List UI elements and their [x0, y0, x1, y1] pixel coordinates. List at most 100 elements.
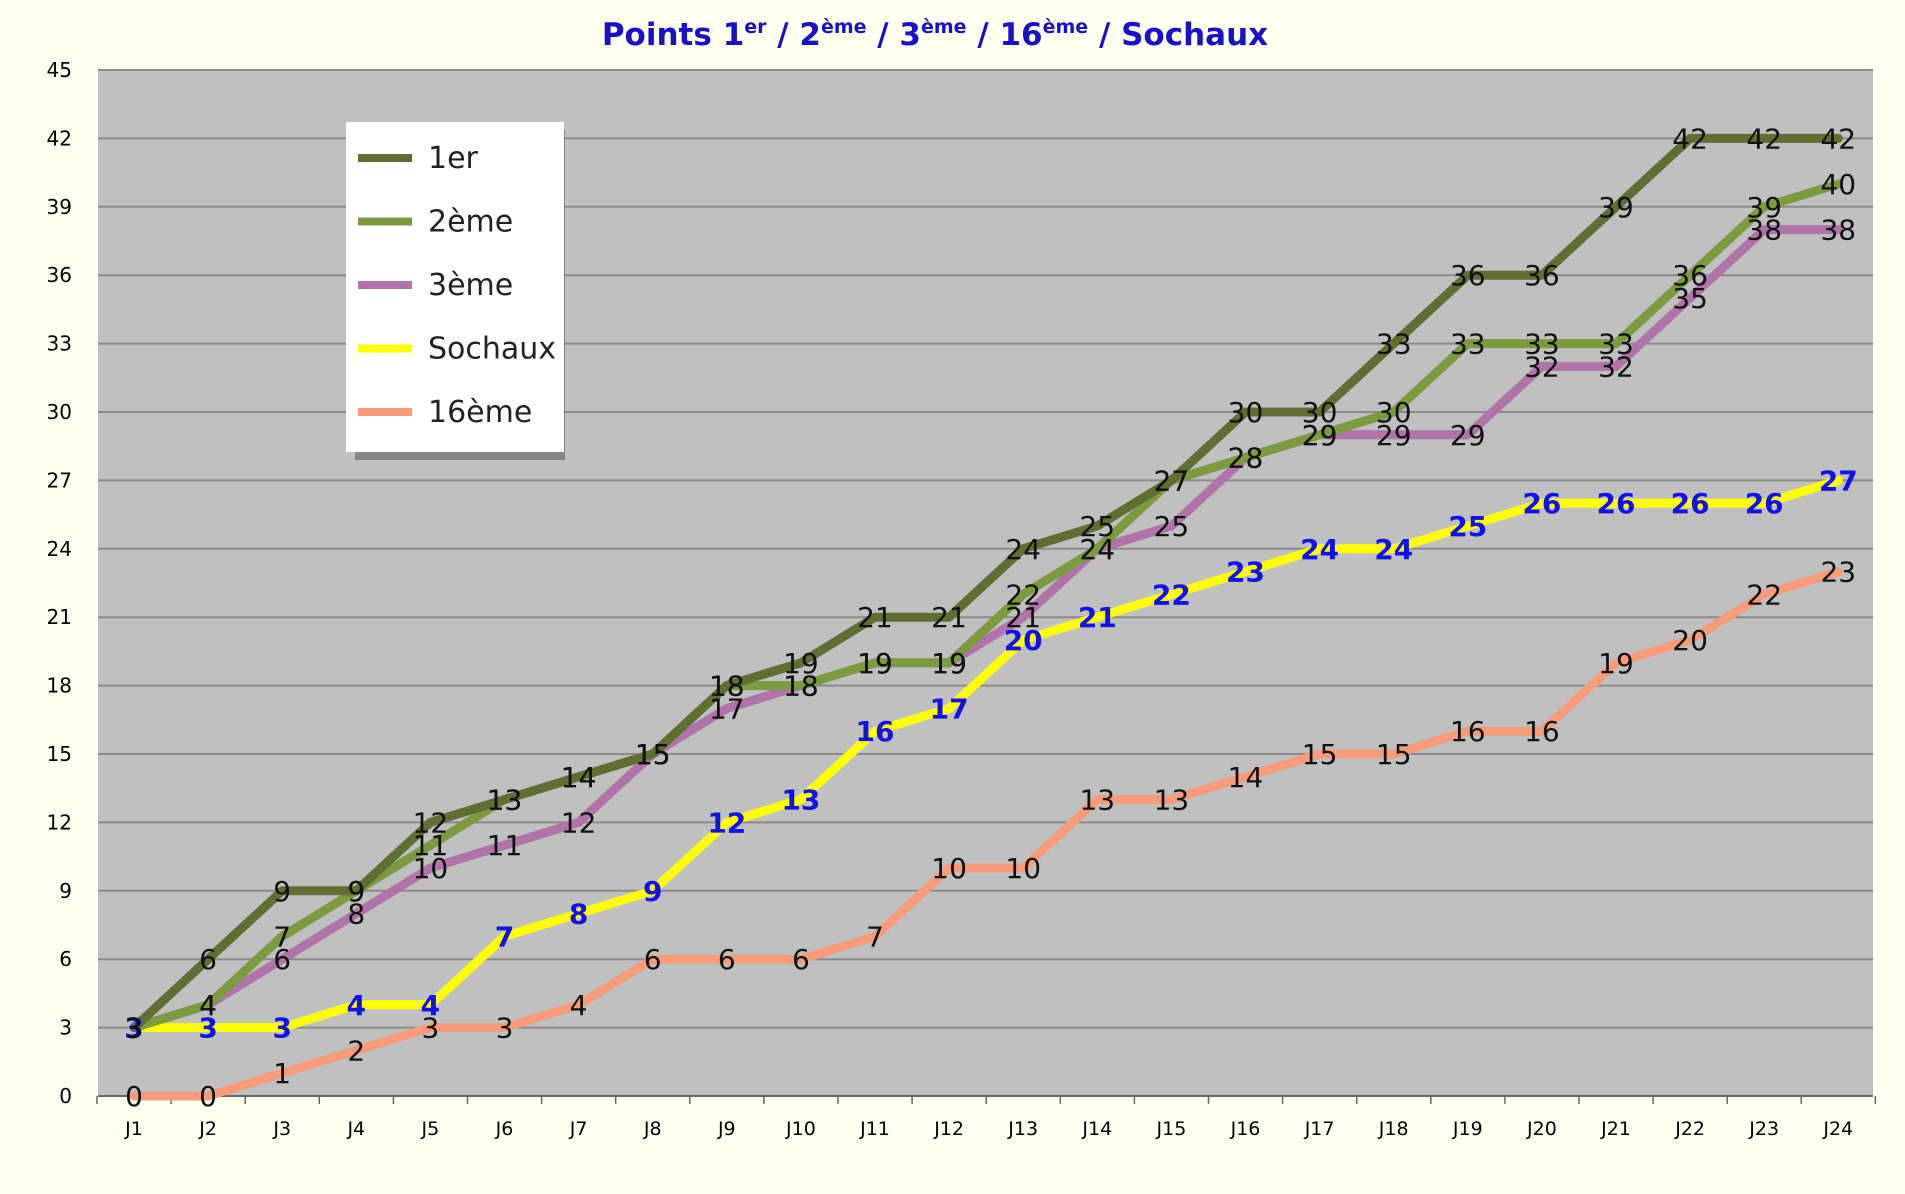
data-label: 39: [1598, 191, 1634, 224]
data-label: 12: [413, 806, 449, 839]
data-label: 10: [413, 852, 449, 885]
data-label: 19: [783, 647, 819, 680]
data-label: 36: [1672, 259, 1708, 292]
data-label: 38: [1746, 214, 1782, 247]
x-tick-label: J22: [1674, 1118, 1705, 1140]
data-label: 1: [273, 1057, 291, 1090]
data-label: 6: [273, 943, 291, 976]
data-label: 35: [1672, 282, 1708, 315]
data-label: 32: [1524, 350, 1560, 383]
data-label: 42: [1820, 122, 1856, 155]
legend-label: 2ème: [428, 205, 513, 240]
data-label: 16: [1450, 715, 1486, 748]
x-tick-label: J4: [346, 1118, 365, 1140]
data-label: 28: [1228, 442, 1264, 475]
series-line-Sochaux: [129, 475, 1843, 1033]
data-label: 18: [783, 670, 819, 703]
y-tick-label: 42: [47, 126, 72, 150]
x-tick-label: J14: [1081, 1118, 1112, 1140]
data-label: 23: [1226, 556, 1265, 589]
y-tick-label: 39: [47, 195, 72, 219]
data-label: 33: [1450, 328, 1486, 361]
x-tick-label: J13: [1007, 1118, 1038, 1140]
data-label: 21: [1078, 601, 1117, 634]
data-label: 26: [1597, 487, 1636, 520]
data-label: 33: [1598, 328, 1634, 361]
data-label: 16: [856, 715, 895, 748]
data-label: 24: [1079, 533, 1115, 566]
data-label: 30: [1376, 396, 1412, 429]
data-label: 18: [709, 670, 745, 703]
x-tick-label: J18: [1378, 1118, 1409, 1140]
data-label: 13: [781, 784, 820, 817]
series-line-2ème: [129, 179, 1843, 1033]
data-label: 29: [1376, 419, 1412, 452]
data-label: 2: [347, 1034, 365, 1067]
y-tick-label: 15: [47, 742, 72, 766]
data-label: 12: [561, 806, 597, 839]
data-label: 19: [857, 647, 893, 680]
data-label: 18: [783, 670, 819, 703]
data-label: 19: [931, 647, 967, 680]
data-label: 21: [931, 601, 967, 634]
data-label: 7: [273, 920, 291, 953]
data-label: 36: [1524, 259, 1560, 292]
x-axis: J1 J2 J3 J4 J5 J6 J7 J8 J9 J10 J11 J12 J13 J14 J15 J16 J…: [96, 1095, 1877, 1140]
y-tick-label: 18: [47, 674, 72, 698]
x-tick-label: J6: [495, 1118, 514, 1140]
data-label: 12: [707, 806, 746, 839]
data-label: 15: [635, 738, 671, 771]
data-label: 16: [1524, 715, 1560, 748]
x-tick-label: J2: [198, 1118, 217, 1140]
data-label: 26: [1671, 487, 1710, 520]
data-label: 6: [644, 943, 662, 976]
data-label: 3: [272, 1012, 291, 1045]
data-label: 22: [1746, 578, 1782, 611]
data-label: 33: [1524, 328, 1560, 361]
x-tick-label: J1: [124, 1118, 143, 1140]
legend-label: 1er: [428, 141, 479, 176]
title-superscript: ème: [821, 16, 867, 38]
data-label: 4: [347, 989, 366, 1022]
data-label: 15: [635, 738, 671, 771]
title-part: Points 1: [602, 17, 744, 53]
x-tick-label: J23: [1748, 1118, 1779, 1140]
data-label: 0: [199, 1080, 217, 1113]
data-label: 8: [569, 898, 588, 931]
x-tick-label: J5: [421, 1118, 440, 1140]
x-tick-label: J12: [933, 1118, 964, 1140]
data-label: 15: [1302, 738, 1338, 771]
title-part: / 16: [967, 17, 1043, 53]
gridlines: [98, 69, 1873, 1097]
title-part: / Sochaux: [1088, 17, 1268, 53]
data-label: 38: [1820, 214, 1856, 247]
data-label: 13: [487, 784, 523, 817]
data-label: 26: [1745, 487, 1784, 520]
y-tick-label: 6: [59, 947, 72, 971]
data-label: 30: [1302, 396, 1338, 429]
data-label: 26: [1522, 487, 1561, 520]
data-label: 36: [1450, 259, 1486, 292]
x-tick-label: J7: [569, 1118, 588, 1140]
x-tick-label: J8: [643, 1118, 662, 1140]
data-label: 0: [125, 1080, 143, 1113]
y-tick-label: 30: [47, 400, 72, 424]
data-label: 4: [421, 989, 440, 1022]
x-tick-label: J10: [785, 1118, 816, 1140]
y-tick-label: 12: [47, 810, 72, 834]
series-line-16ème: [129, 567, 1843, 1101]
data-label: 23: [1820, 556, 1856, 589]
data-label: 9: [273, 875, 291, 908]
data-label: 19: [931, 647, 967, 680]
legend-label: 16ème: [428, 395, 532, 430]
data-label: 4: [199, 989, 217, 1022]
x-tick-label: J24: [1822, 1118, 1853, 1140]
data-label: 9: [347, 875, 365, 908]
data-label: 7: [495, 920, 514, 953]
data-label: 29: [1302, 419, 1338, 452]
data-label: 25: [1448, 510, 1487, 543]
data-label: 28: [1228, 442, 1264, 475]
data-label: 42: [1672, 122, 1708, 155]
x-tick-label: J17: [1304, 1118, 1335, 1140]
